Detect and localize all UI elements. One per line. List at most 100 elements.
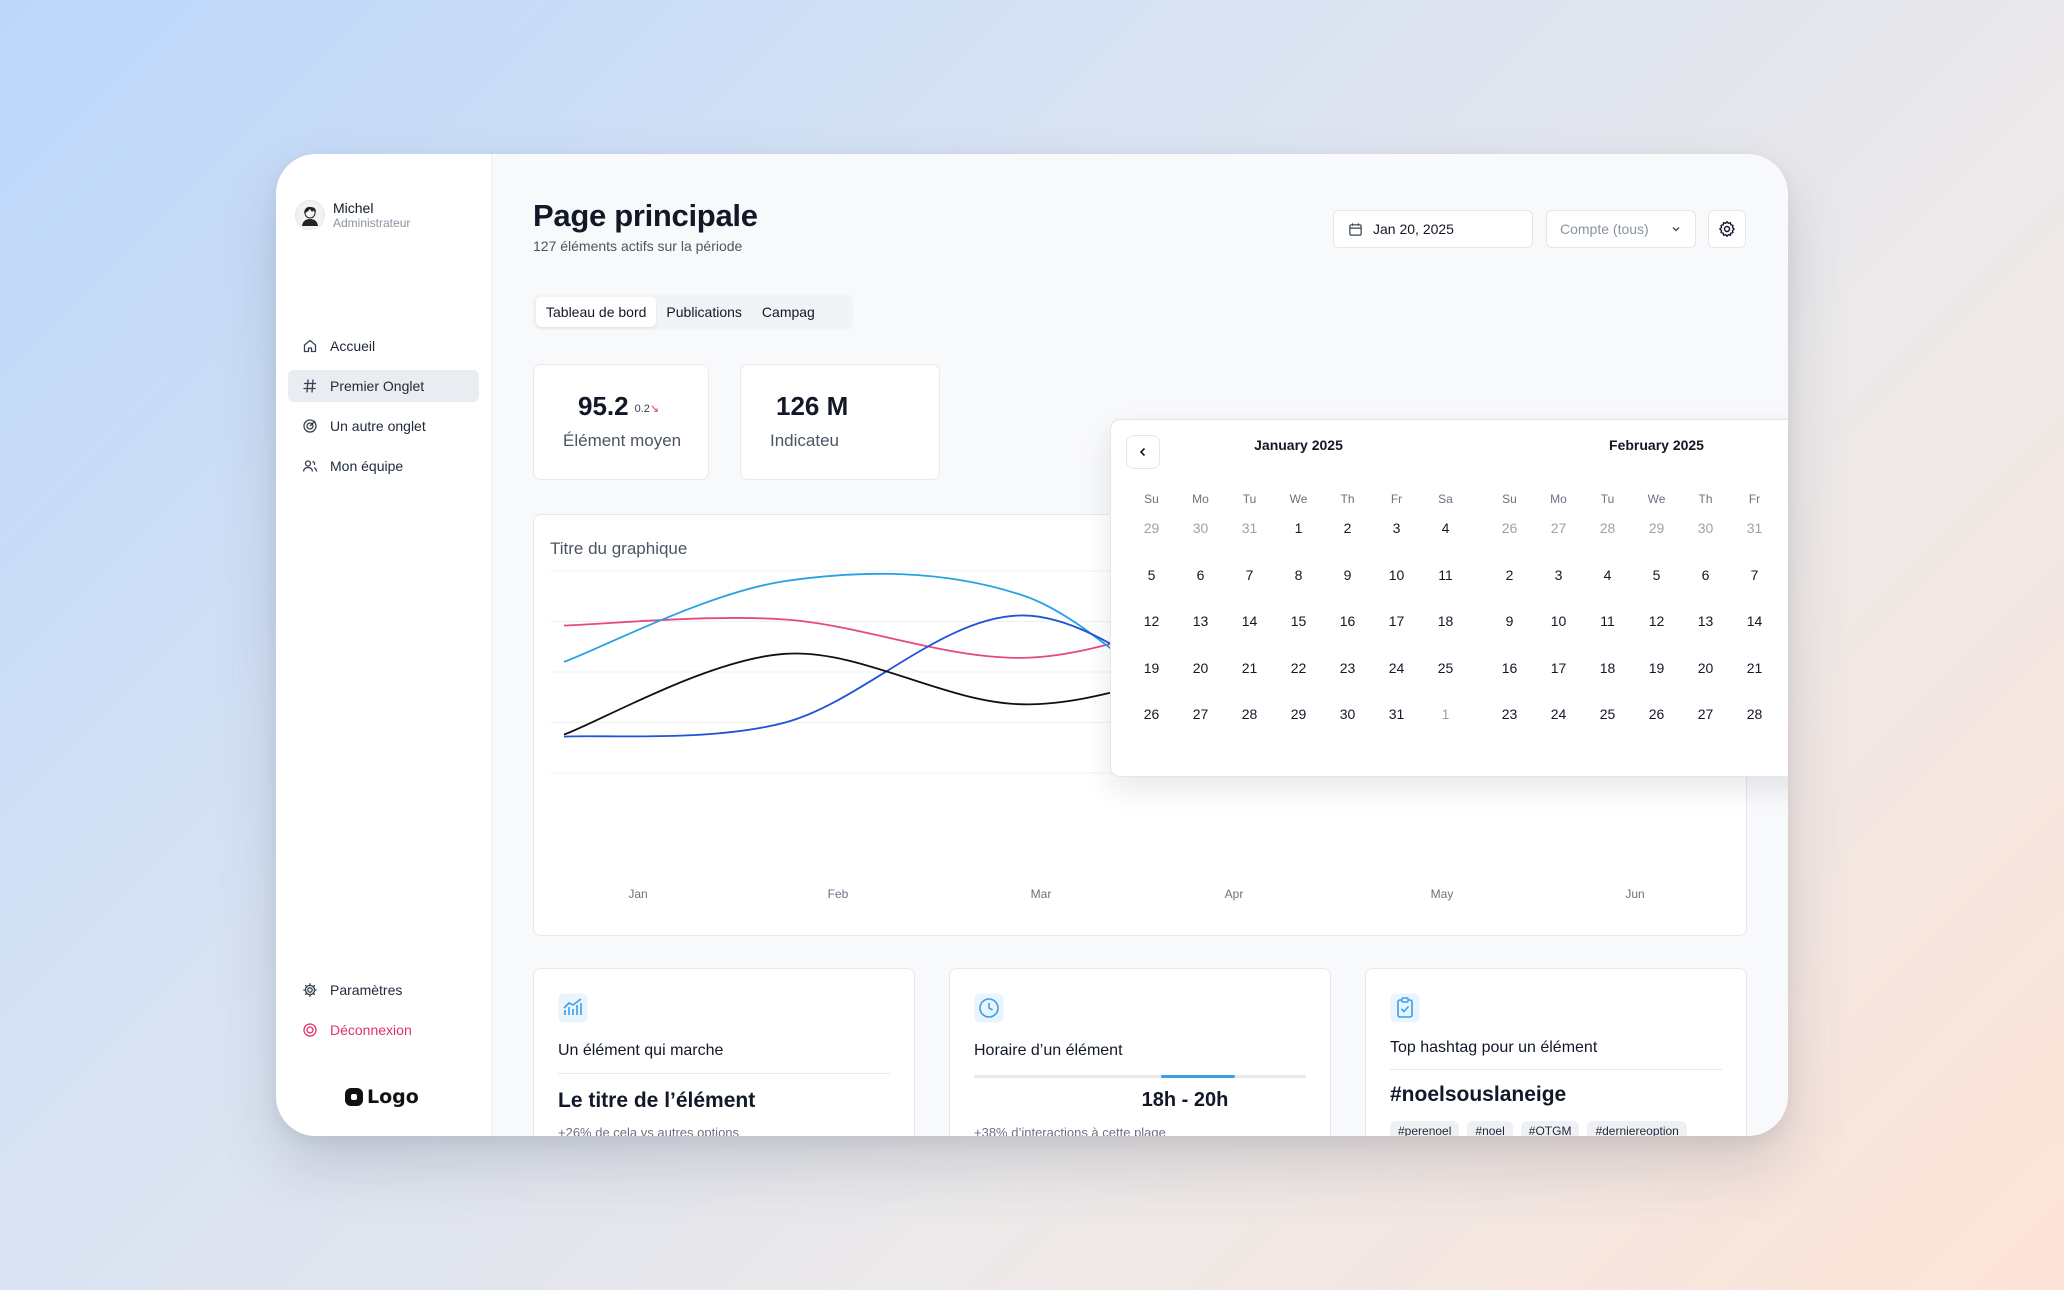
calendar-day[interactable]: 1 (1294, 520, 1303, 536)
calendar-day[interactable]: 10 (1388, 566, 1405, 583)
calendar-day[interactable]: 29 (1290, 706, 1307, 722)
calendar-day[interactable]: 23 (1339, 659, 1356, 676)
calendar-day[interactable]: 16 (1339, 613, 1356, 629)
settings-button[interactable] (1708, 210, 1746, 248)
calendar-day[interactable]: 18 (1437, 613, 1454, 629)
sidebar-item-deconnexion[interactable]: Déconnexion (288, 1014, 479, 1046)
calendar-day[interactable]: 3 (1392, 520, 1401, 536)
calendar-day[interactable]: 17 (1388, 613, 1405, 629)
calendar-day[interactable]: 26 (1143, 706, 1160, 722)
hashtag-list: #perenoel #noel #OTGM #derniereoption (1390, 1121, 1687, 1136)
calendar-day[interactable]: 1 (1779, 504, 1788, 553)
calendar-week: 26 27 28 29 30 31 1 (1127, 690, 1470, 739)
calendar-day[interactable]: 2 (1343, 520, 1352, 536)
calendar-day[interactable]: 30 (1697, 520, 1714, 536)
calendar-day[interactable]: 19 (1143, 659, 1160, 676)
hashtag-chip[interactable]: #OTGM (1520, 1121, 1580, 1136)
calendar-day[interactable]: 27 (1192, 706, 1209, 722)
calendar-day[interactable]: 22 (1290, 659, 1307, 676)
card-label: Top hashtag pour un élément (1390, 1039, 1598, 1056)
sidebar: Michel Administrateur Accueil Premier On… (276, 154, 492, 1136)
calendar-day[interactable]: 14 (1746, 613, 1763, 629)
calendar-day[interactable]: 31 (1241, 520, 1258, 536)
calendar-day[interactable]: 17 (1550, 659, 1567, 676)
calendar-day[interactable]: 31 (1388, 706, 1405, 722)
hashtag-chip[interactable]: #noel (1467, 1121, 1513, 1136)
calendar-day[interactable]: 20 (1697, 659, 1714, 676)
calendar-day[interactable]: 24 (1388, 659, 1405, 676)
calendar-day[interactable]: 20 (1192, 659, 1209, 676)
calendar-week: 29 30 31 1 2 3 4 (1127, 504, 1470, 553)
calendar-day[interactable]: 22 (1779, 644, 1788, 693)
date-picker-button[interactable]: Jan 20, 2025 (1333, 210, 1533, 248)
calendar-day[interactable]: 6 (1196, 566, 1205, 583)
calendar-day[interactable]: 29 (1648, 520, 1665, 536)
calendar-day[interactable]: 6 (1701, 566, 1710, 583)
calendar-day[interactable]: 7 (1245, 566, 1254, 583)
calendar-day[interactable]: 1 (1779, 690, 1788, 739)
card-hours: 18h - 20h (1141, 1089, 1229, 1111)
previous-month-button[interactable] (1126, 435, 1160, 469)
calendar-day[interactable]: 26 (1648, 706, 1665, 722)
calendar-day[interactable]: 21 (1241, 659, 1258, 676)
calendar-day[interactable]: 24 (1550, 706, 1567, 722)
sidebar-item-un-autre-onglet[interactable]: Un autre onglet (288, 410, 479, 442)
gear-icon (1719, 221, 1735, 237)
calendar-day[interactable]: 14 (1241, 613, 1258, 629)
calendar-day[interactable]: 21 (1746, 659, 1763, 676)
calendar-day[interactable]: 23 (1501, 706, 1518, 722)
calendar-day[interactable]: 31 (1746, 520, 1763, 536)
calendar-day[interactable]: 9 (1505, 613, 1514, 629)
calendar-day[interactable]: 8 (1294, 566, 1303, 583)
calendar-day[interactable]: 27 (1550, 520, 1567, 536)
user-avatar-icon (302, 206, 318, 226)
sidebar-item-mon-equipe[interactable]: Mon équipe (288, 450, 479, 482)
calendar-day[interactable]: 12 (1143, 613, 1160, 629)
calendar-day[interactable]: 30 (1339, 706, 1356, 722)
calendar-day[interactable]: 8 (1779, 551, 1788, 600)
calendar-day[interactable]: 1 (1441, 706, 1450, 722)
calendar-day[interactable]: 26 (1501, 520, 1518, 536)
calendar-day[interactable]: 19 (1648, 659, 1665, 676)
sidebar-item-parametres[interactable]: Paramètres (288, 974, 479, 1006)
divider (1390, 1069, 1722, 1070)
calendar-day[interactable]: 3 (1554, 566, 1563, 583)
calendar-day[interactable]: 28 (1599, 520, 1616, 536)
calendar-day[interactable]: 7 (1750, 566, 1759, 583)
calendar-day[interactable]: 25 (1437, 659, 1454, 676)
calendar-day[interactable]: 15 (1779, 597, 1788, 646)
calendar-day[interactable]: 15 (1290, 613, 1307, 629)
calendar-day[interactable]: 29 (1143, 520, 1160, 536)
card-subtext: +38% d’interactions à cette plage (974, 1125, 1166, 1136)
calendar-day[interactable]: 10 (1550, 613, 1567, 629)
calendar-day[interactable]: 5 (1652, 566, 1661, 583)
x-tick-label: May (1431, 887, 1454, 901)
calendar-day[interactable]: 16 (1501, 659, 1518, 676)
calendar-day[interactable]: 27 (1697, 706, 1714, 722)
calendar-day[interactable]: 2 (1505, 566, 1514, 583)
clock-icon (974, 993, 1004, 1023)
user-profile[interactable]: Michel Administrateur (295, 200, 410, 230)
account-select[interactable]: Compte (tous) (1546, 210, 1696, 248)
calendar-day[interactable]: 13 (1192, 613, 1209, 629)
hashtag-chip[interactable]: #perenoel (1390, 1121, 1460, 1136)
calendar-day[interactable]: 9 (1343, 566, 1352, 583)
calendar-day[interactable]: 4 (1441, 520, 1450, 536)
hashtag-chip[interactable]: #derniereoption (1587, 1121, 1687, 1136)
tab-tableau-de-bord[interactable]: Tableau de bord (536, 297, 657, 327)
calendar-day[interactable]: 12 (1648, 613, 1665, 629)
calendar-day[interactable]: 28 (1241, 706, 1258, 722)
sidebar-item-premier-onglet[interactable]: Premier Onglet (288, 370, 479, 402)
calendar-day[interactable]: 11 (1438, 566, 1453, 583)
calendar-day[interactable]: 18 (1599, 659, 1616, 676)
calendar-day[interactable]: 13 (1697, 613, 1714, 629)
tab-campagnes[interactable]: Campag (761, 304, 815, 320)
calendar-day[interactable]: 25 (1599, 706, 1616, 722)
calendar-day[interactable]: 5 (1147, 566, 1156, 583)
calendar-day[interactable]: 4 (1603, 566, 1612, 583)
calendar-day[interactable]: 30 (1192, 520, 1209, 536)
sidebar-item-accueil[interactable]: Accueil (288, 330, 479, 362)
tab-publications[interactable]: Publications (666, 304, 742, 320)
calendar-day[interactable]: 28 (1746, 706, 1763, 722)
calendar-day[interactable]: 11 (1600, 613, 1615, 629)
